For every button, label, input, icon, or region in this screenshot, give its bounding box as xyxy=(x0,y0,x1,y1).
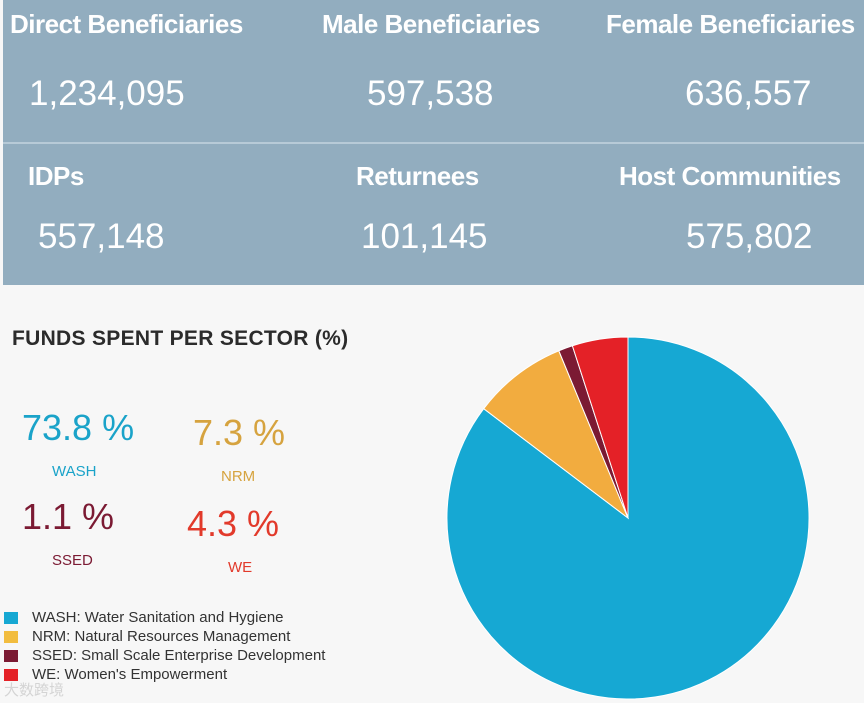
legend-swatch-wash xyxy=(4,612,18,624)
abbr-wash: WASH xyxy=(52,463,97,480)
watermark: 大数跨境 xyxy=(4,682,65,699)
chart-title: FUNDS SPENT PER SECTOR (%) xyxy=(12,327,349,350)
stat-value-male-beneficiaries: 597,538 xyxy=(367,74,494,113)
stat-label-male-beneficiaries: Male Beneficiaries xyxy=(322,9,540,39)
stat-label-direct-beneficiaries: Direct Beneficiaries xyxy=(10,9,243,39)
stat-label-host-communities: Host Communities xyxy=(619,161,841,191)
pct-nrm: 7.3 % xyxy=(193,412,286,453)
stat-value-host-communities: 575,802 xyxy=(686,217,813,256)
legend-text-wash: WASH: Water Sanitation and Hygiene xyxy=(32,609,284,626)
pie-slice-we xyxy=(571,336,629,519)
pct-wash: 73.8 % xyxy=(22,407,135,448)
pct-ssed: 1.1 % xyxy=(22,496,115,537)
funds-pie-chart xyxy=(446,336,810,700)
stat-label-returnees: Returnees xyxy=(356,161,479,191)
pie-slice-nrm xyxy=(483,350,630,520)
beneficiary-stats-panel: Direct Beneficiaries 1,234,095 Male Bene… xyxy=(3,0,864,285)
stat-label-idps: IDPs xyxy=(28,161,84,191)
legend-swatch-ssed xyxy=(4,650,18,662)
stat-value-direct-beneficiaries: 1,234,095 xyxy=(29,74,185,113)
stat-label-female-beneficiaries: Female Beneficiaries xyxy=(606,9,855,39)
abbr-we: WE xyxy=(228,559,253,576)
pct-we: 4.3 % xyxy=(187,503,280,544)
stat-value-female-beneficiaries: 636,557 xyxy=(685,74,812,113)
legend-text-nrm: NRM: Natural Resources Management xyxy=(32,628,291,645)
legend-swatch-we xyxy=(4,669,18,681)
abbr-ssed: SSED xyxy=(52,552,93,569)
abbr-nrm: NRM xyxy=(221,468,256,485)
stat-value-returnees: 101,145 xyxy=(361,217,488,256)
legend-swatch-nrm xyxy=(4,631,18,643)
stats-divider xyxy=(3,142,864,144)
legend-text-ssed: SSED: Small Scale Enterprise Development xyxy=(32,647,326,664)
legend-text-we: WE: Women's Empowerment xyxy=(32,666,228,683)
stat-value-idps: 557,148 xyxy=(38,217,165,256)
